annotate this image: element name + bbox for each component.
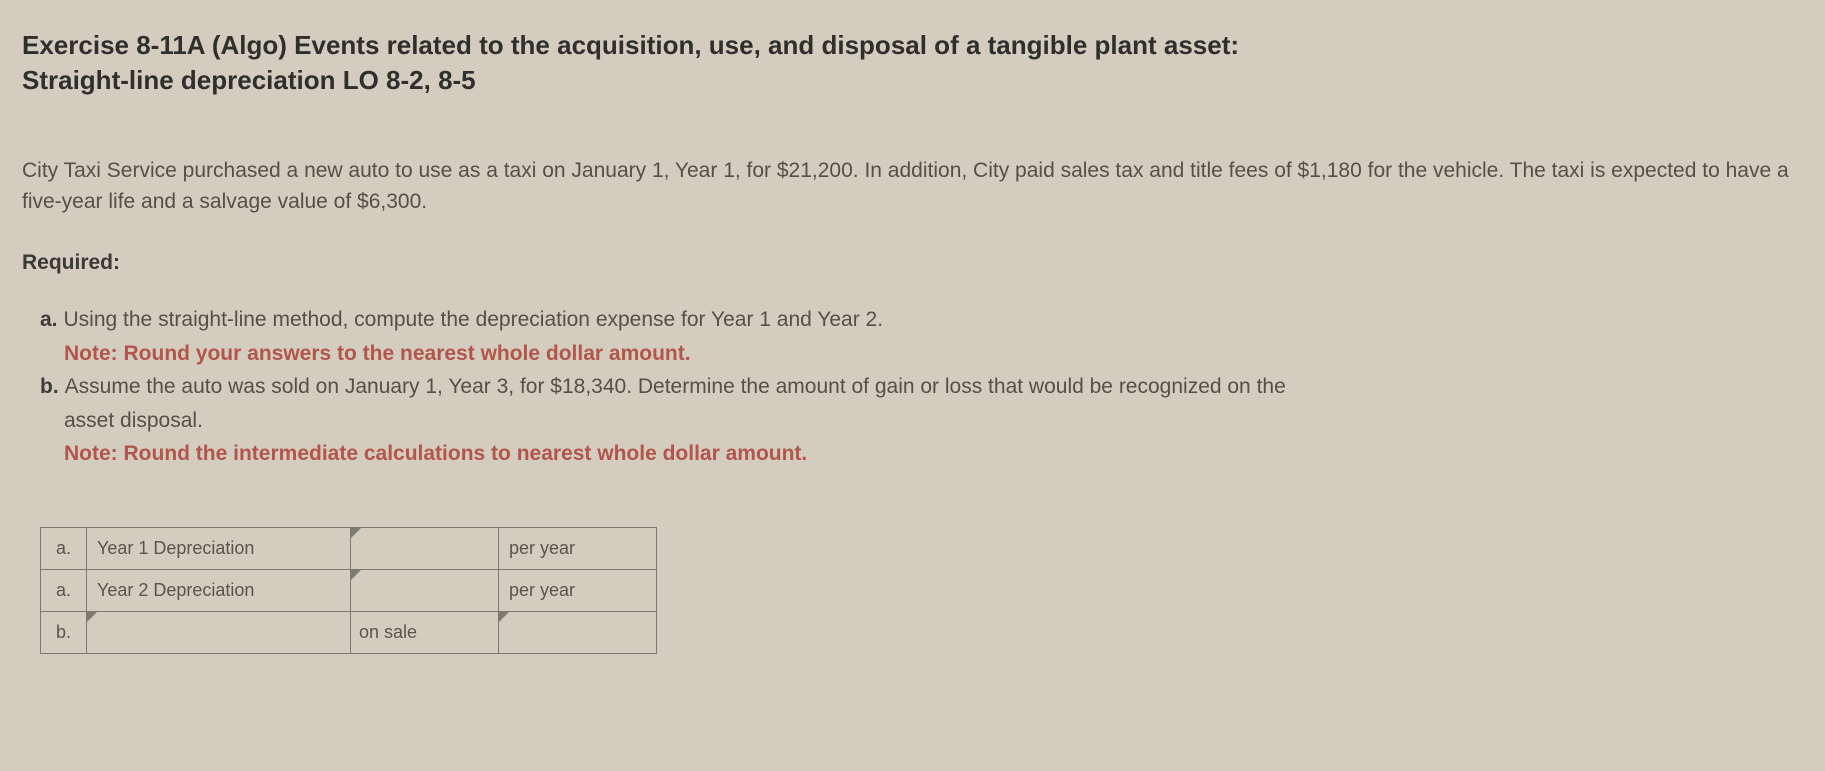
req-b-note: Note: Round the intermediate calculation…	[64, 442, 807, 465]
row2-letter: a.	[41, 570, 87, 612]
gain-loss-type-input[interactable]	[87, 612, 351, 654]
exercise-title: Exercise 8-11A (Algo) Events related to …	[22, 28, 1803, 98]
requirement-a: a. Using the straight-line method, comput…	[40, 303, 1803, 337]
title-line-2: Straight-line depreciation LO 8-2, 8-5	[22, 65, 476, 95]
input-corner-icon	[351, 528, 361, 538]
table-row: a. Year 2 Depreciation per year	[41, 570, 657, 612]
requirements-list: a. Using the straight-line method, comput…	[22, 303, 1803, 471]
row1-letter: a.	[41, 528, 87, 570]
row1-label: Year 1 Depreciation	[87, 528, 351, 570]
on-sale-label: on sale	[351, 612, 499, 654]
table-row: b. on sale	[41, 612, 657, 654]
row1-unit: per year	[499, 528, 657, 570]
title-line-1: Exercise 8-11A (Algo) Events related to …	[22, 30, 1239, 60]
req-a-text: Using the straight-line method, compute …	[64, 308, 884, 331]
row2-label: Year 2 Depreciation	[87, 570, 351, 612]
answer-table: a. Year 1 Depreciation per year a. Year …	[40, 527, 657, 654]
requirement-b: b. Assume the auto was sold on January 1,…	[40, 370, 1803, 404]
req-b-text-cont: asset disposal.	[40, 404, 1803, 438]
required-heading: Required:	[22, 251, 1803, 275]
input-corner-icon	[351, 570, 361, 580]
req-a-note-line: Note: Round your answers to the nearest …	[40, 337, 1803, 371]
row3-letter: b.	[41, 612, 87, 654]
req-b-note-line: Note: Round the intermediate calculation…	[40, 437, 1803, 471]
input-corner-icon	[87, 612, 97, 622]
req-a-note: Note: Round your answers to the nearest …	[64, 342, 691, 365]
row2-unit: per year	[499, 570, 657, 612]
problem-body: City Taxi Service purchased a new auto t…	[22, 156, 1803, 217]
year1-depreciation-input[interactable]	[351, 528, 499, 570]
gain-loss-amount-input[interactable]	[499, 612, 657, 654]
req-a-letter: a.	[40, 308, 58, 331]
req-b-text: Assume the auto was sold on January 1, Y…	[65, 375, 1286, 398]
table-row: a. Year 1 Depreciation per year	[41, 528, 657, 570]
req-b-letter: b.	[40, 375, 59, 398]
year2-depreciation-input[interactable]	[351, 570, 499, 612]
input-corner-icon	[499, 612, 509, 622]
